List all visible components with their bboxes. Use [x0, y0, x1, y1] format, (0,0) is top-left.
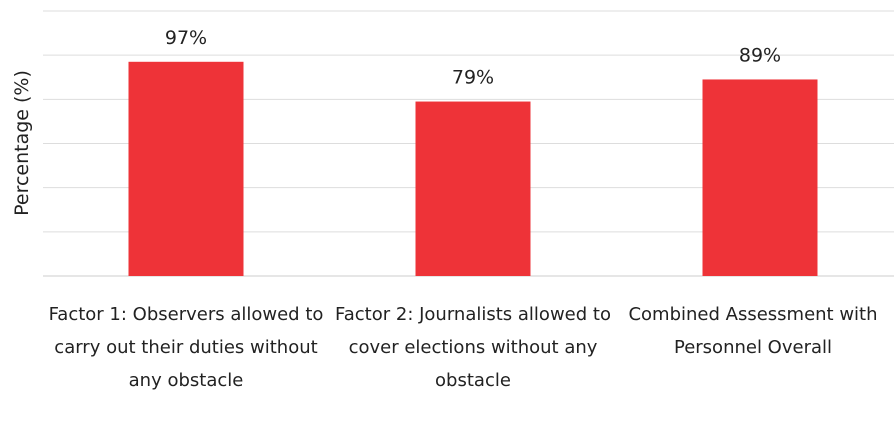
y-axis-label: Percentage (%) [11, 70, 33, 216]
category-label-3: Combined Assessment with Personnel Overa… [628, 304, 878, 358]
data-label-1: 97% [165, 27, 207, 49]
bar-1 [128, 61, 244, 276]
data-label-3: 89% [739, 44, 781, 66]
category-label-2: Factor 2: Journalists allowed to cover e… [335, 304, 611, 391]
bar-3 [702, 79, 818, 276]
bar-2 [415, 101, 531, 277]
category-label-1: Factor 1: Observers allowed to carry out… [48, 304, 324, 391]
data-label-2: 79% [452, 67, 494, 89]
